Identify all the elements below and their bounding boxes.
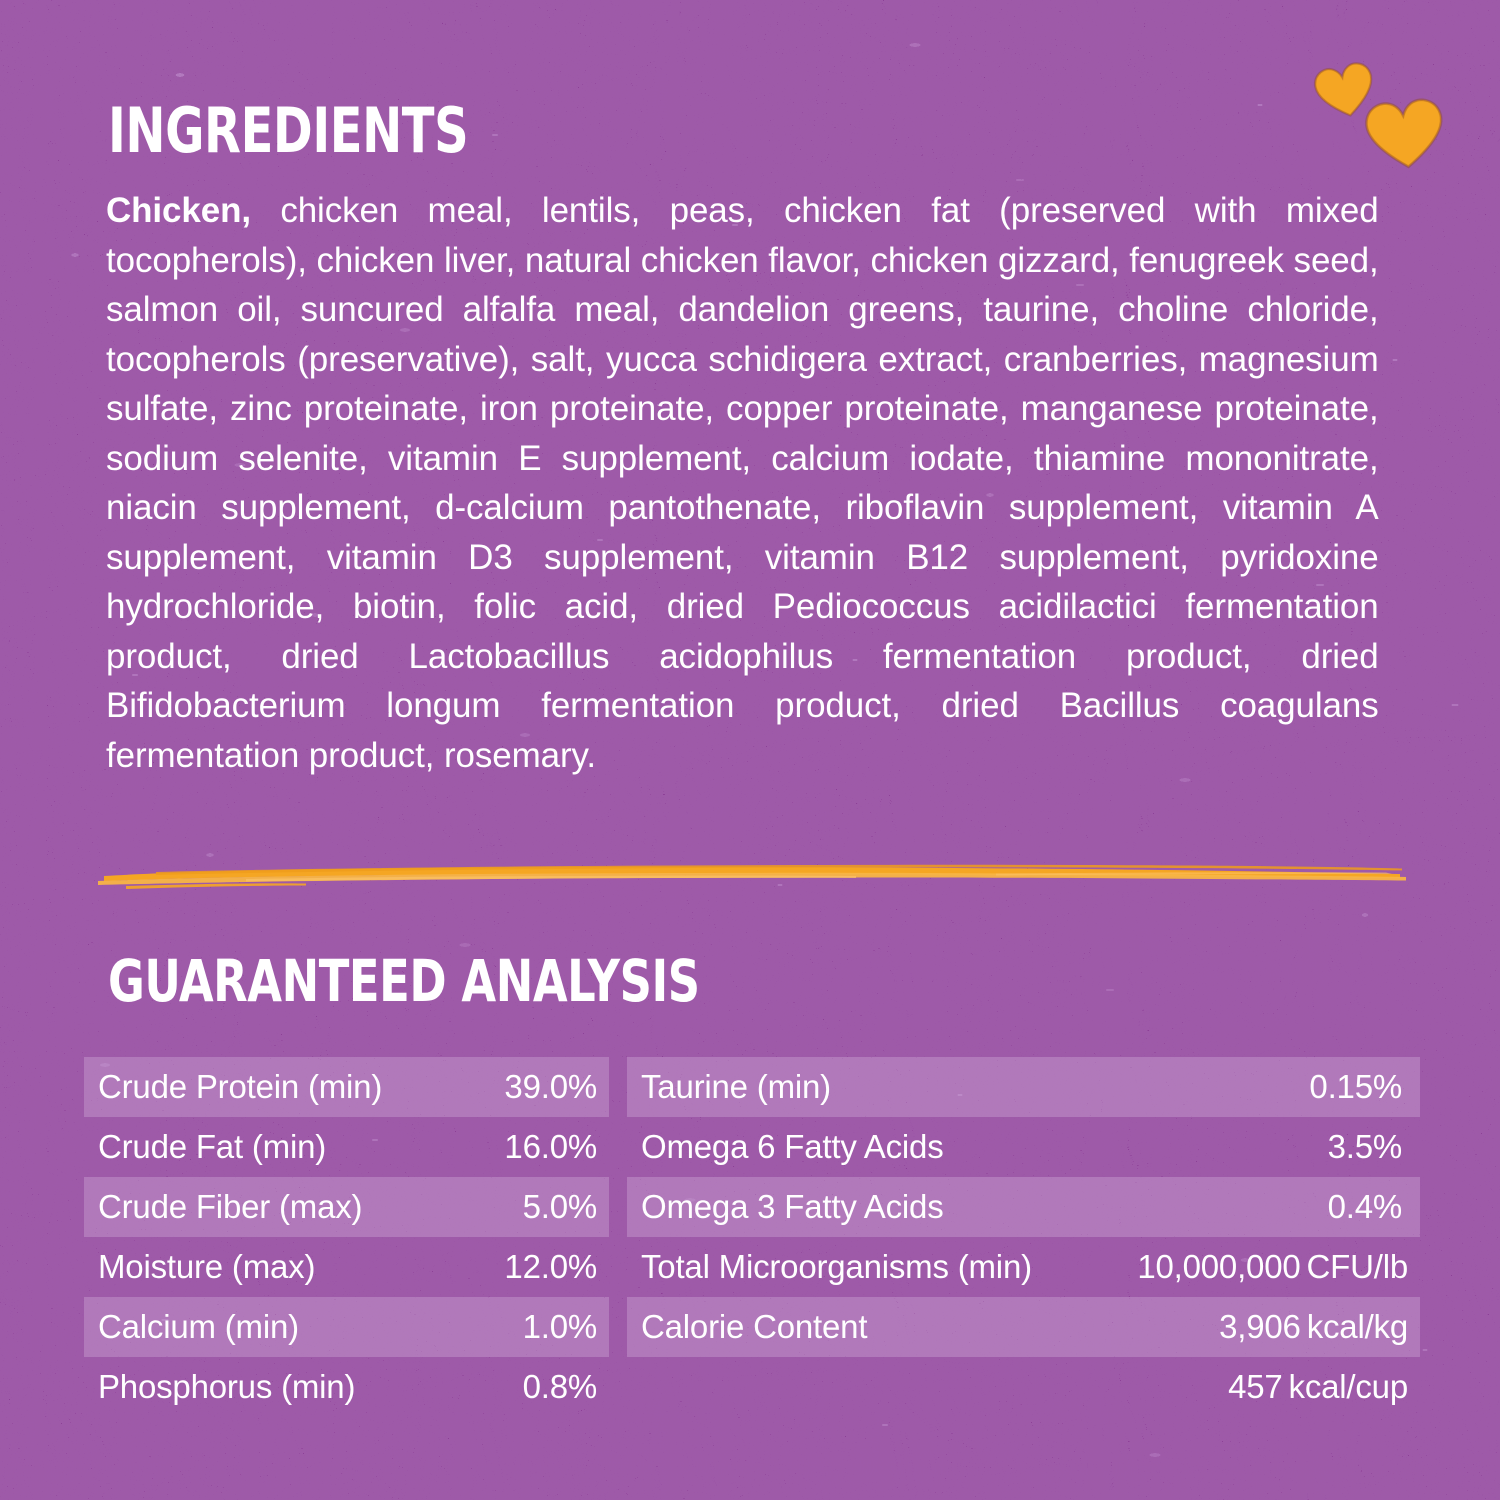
guaranteed-analysis-table: Crude Protein (min) 39.0% Crude Fat (min… xyxy=(84,1057,1420,1417)
row-value: 457 kcal/cup xyxy=(1228,1368,1408,1406)
table-row: Calcium (min) 1.0% xyxy=(84,1297,609,1357)
row-value-number: 0.15% xyxy=(1309,1068,1402,1105)
table-row: Total Microorganisms (min) 10,000,000 CFU… xyxy=(627,1237,1420,1297)
row-label: Omega 6 Fatty Acids xyxy=(641,1128,944,1165)
ingredients-heading: INGREDIENTS xyxy=(108,94,469,167)
row-label: Crude Fiber (max) xyxy=(98,1188,363,1225)
row-label: Omega 3 Fatty Acids xyxy=(641,1188,944,1225)
row-label: Crude Protein (min) xyxy=(98,1068,383,1105)
heart-icon xyxy=(1365,98,1443,169)
row-label: Crude Fat (min) xyxy=(98,1128,327,1165)
heart-icon xyxy=(1314,62,1373,117)
row-label: Total Microorganisms (min) xyxy=(641,1248,1032,1285)
row-label: Calcium (min) xyxy=(98,1308,299,1345)
row-value: 3.5% xyxy=(1328,1128,1408,1166)
row-value: 39.0% xyxy=(504,1068,597,1105)
guaranteed-analysis-left-column: Crude Protein (min) 39.0% Crude Fat (min… xyxy=(84,1057,609,1417)
row-value: 1.0% xyxy=(522,1308,598,1345)
table-row: Taurine (min) 0.15% xyxy=(627,1057,1420,1117)
row-value: 0.4% xyxy=(1328,1188,1408,1226)
ingredients-lead-item: Chicken, xyxy=(106,190,251,230)
table-row: Crude Protein (min) 39.0% xyxy=(84,1057,609,1117)
row-value: 12.0% xyxy=(504,1248,597,1285)
guaranteed-analysis-heading: GUARANTEED ANALYSIS xyxy=(108,947,700,1015)
row-value-number: 10,000,000 xyxy=(1137,1248,1301,1285)
table-row: Crude Fiber (max) 5.0% xyxy=(84,1177,609,1237)
row-value: 3,906 kcal/kg xyxy=(1219,1308,1408,1346)
row-label: Moisture (max) xyxy=(98,1248,316,1285)
row-value-unit: CFU/lb xyxy=(1306,1248,1409,1285)
row-label: Taurine (min) xyxy=(641,1068,831,1105)
guaranteed-analysis-right-column: Taurine (min) 0.15% Omega 6 Fatty Acids … xyxy=(627,1057,1420,1417)
table-row: Calorie Content 3,906 kcal/kg xyxy=(627,1297,1420,1357)
ingredients-text: Chicken, chicken meal, lentils, peas, ch… xyxy=(106,186,1379,780)
ingredients-remainder: chicken meal, lentils, peas, chicken fat… xyxy=(106,190,1379,775)
row-value-unit: kcal/kg xyxy=(1306,1308,1409,1345)
table-row: Crude Fat (min) 16.0% xyxy=(84,1117,609,1177)
row-value-number: 0.4% xyxy=(1327,1188,1403,1225)
row-label: Calorie Content xyxy=(641,1308,868,1345)
row-value: 16.0% xyxy=(504,1128,597,1165)
table-row: Moisture (max) 12.0% xyxy=(84,1237,609,1297)
row-value-number: 457 xyxy=(1228,1368,1283,1405)
row-value: 10,000,000 CFU/lb xyxy=(1137,1248,1408,1286)
row-value-number: 3.5% xyxy=(1327,1128,1403,1165)
row-value: 0.15% xyxy=(1309,1068,1408,1106)
row-value: 5.0% xyxy=(522,1188,598,1225)
row-value-number: 3,906 xyxy=(1219,1308,1301,1345)
table-row: Omega 3 Fatty Acids 0.4% xyxy=(627,1177,1420,1237)
table-row: Phosphorus (min) 0.8% xyxy=(84,1357,609,1417)
row-value-unit: kcal/cup xyxy=(1288,1368,1409,1405)
brush-stroke-divider xyxy=(98,864,1406,889)
table-row: Omega 6 Fatty Acids 3.5% xyxy=(627,1117,1420,1177)
table-row: 457 kcal/cup xyxy=(627,1357,1420,1417)
row-label: Phosphorus (min) xyxy=(98,1368,356,1405)
heart-decoration-group xyxy=(1312,58,1462,169)
row-value: 0.8% xyxy=(522,1368,598,1405)
